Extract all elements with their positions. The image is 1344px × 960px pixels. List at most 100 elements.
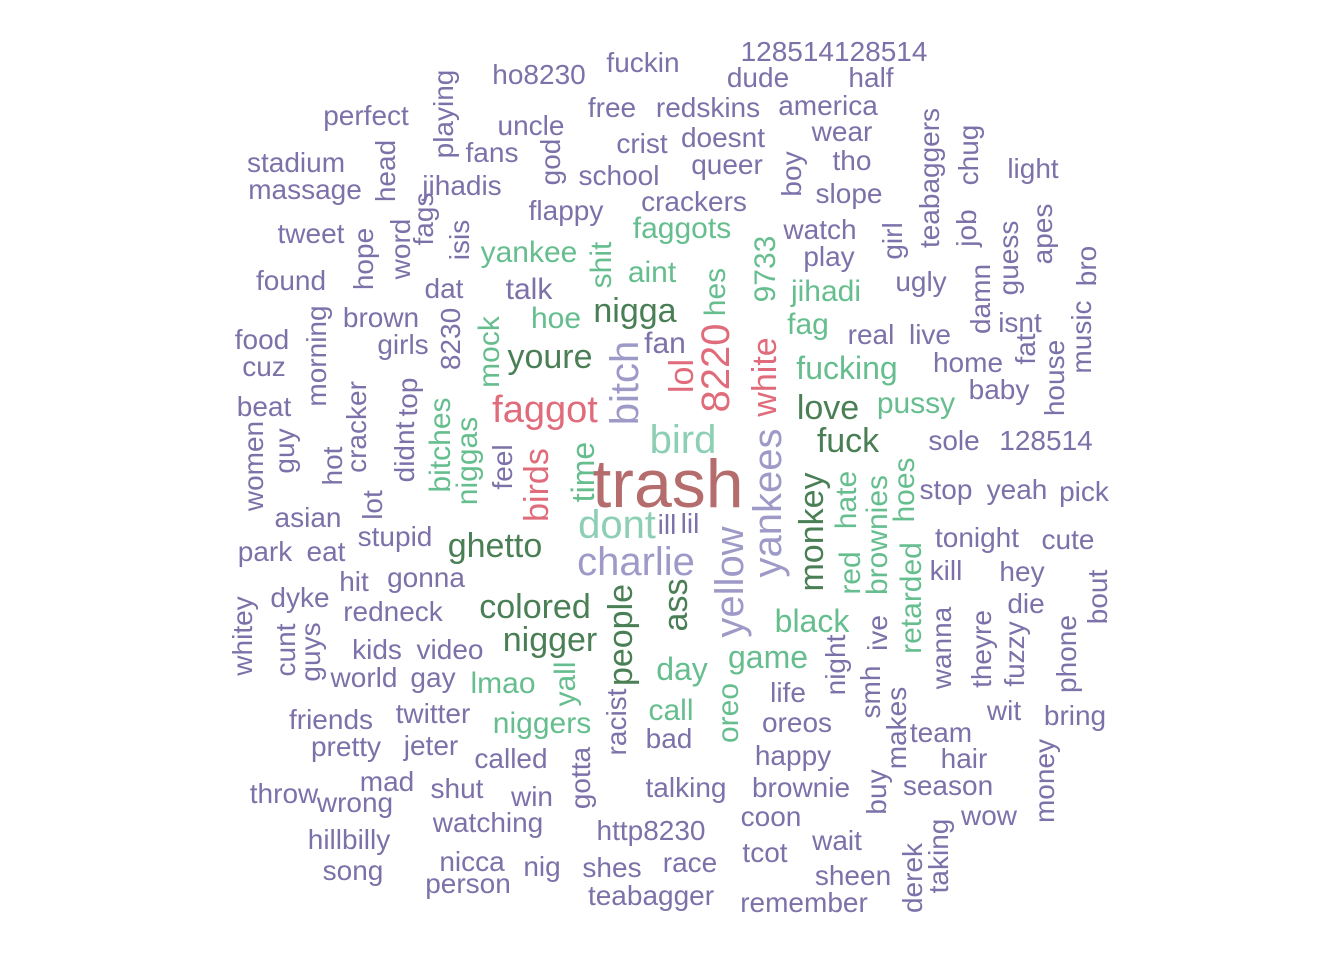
cloud-word: racist bbox=[601, 688, 632, 756]
cloud-word: race bbox=[662, 847, 718, 878]
cloud-word: charlie bbox=[577, 540, 695, 584]
cloud-word: dont bbox=[578, 503, 656, 547]
cloud-word: game bbox=[727, 639, 809, 675]
cloud-word: makes bbox=[881, 686, 912, 770]
cloud-word: redneck bbox=[343, 596, 443, 627]
cloud-word: cuz bbox=[242, 351, 286, 382]
cloud-word: yankees bbox=[746, 428, 790, 578]
cloud-word: fat bbox=[1010, 333, 1041, 365]
cloud-word: stop bbox=[919, 474, 973, 505]
cloud-word: dyke bbox=[270, 582, 330, 613]
cloud-word: time bbox=[565, 441, 601, 503]
cloud-word: throw bbox=[249, 778, 319, 809]
cloud-word: girls bbox=[377, 329, 429, 360]
cloud-word: free bbox=[587, 92, 637, 123]
cloud-word: theyre bbox=[966, 610, 997, 688]
cloud-word: watch bbox=[783, 214, 857, 245]
cloud-word: pick bbox=[1059, 476, 1109, 507]
cloud-word: fan bbox=[644, 327, 686, 360]
cloud-word: tonight bbox=[934, 522, 1020, 553]
cloud-word: isis bbox=[444, 219, 475, 261]
cloud-word: ive bbox=[862, 615, 893, 651]
cloud-word: damn bbox=[965, 263, 996, 335]
cloud-word: 128514128514 bbox=[740, 36, 928, 67]
cloud-word: hoes bbox=[888, 457, 921, 523]
cloud-word: wear bbox=[811, 116, 873, 147]
cloud-word: real bbox=[847, 319, 895, 350]
cloud-word: redskins bbox=[655, 92, 761, 123]
cloud-word: shes bbox=[582, 852, 642, 883]
cloud-word: 9733 bbox=[749, 235, 782, 303]
cloud-word: food bbox=[234, 324, 290, 355]
cloud-word: queer bbox=[691, 149, 763, 180]
cloud-word: nigger bbox=[502, 621, 598, 659]
cloud-word: niggas bbox=[451, 416, 484, 506]
cloud-word: hate bbox=[830, 470, 863, 530]
cloud-word: dude bbox=[726, 62, 790, 93]
cloud-word: eat bbox=[306, 536, 346, 567]
cloud-word: chug bbox=[953, 124, 984, 186]
cloud-word: word bbox=[385, 218, 416, 280]
cloud-word: aint bbox=[627, 256, 677, 289]
cloud-word: hoe bbox=[530, 302, 582, 335]
cloud-word: hillbilly bbox=[307, 824, 391, 855]
cloud-word: crackers bbox=[641, 186, 747, 217]
cloud-word: gotta bbox=[565, 746, 596, 810]
cloud-word: friends bbox=[288, 704, 374, 735]
cloud-word: twitter bbox=[395, 698, 471, 729]
cloud-word: baby bbox=[968, 374, 1030, 405]
cloud-word: park bbox=[237, 536, 293, 567]
cloud-word: bird bbox=[649, 418, 717, 462]
cloud-word: slope bbox=[815, 178, 883, 209]
cloud-word: call bbox=[648, 694, 694, 727]
cloud-word: flappy bbox=[528, 195, 604, 226]
cloud-word: yankee bbox=[480, 236, 578, 269]
cloud-word: ass bbox=[657, 578, 695, 632]
cloud-word: teabaggers bbox=[914, 107, 945, 249]
cloud-word: gonna bbox=[387, 562, 465, 593]
cloud-word: world bbox=[330, 662, 398, 693]
cloud-word: talking bbox=[645, 772, 727, 803]
cloud-word: hey bbox=[999, 556, 1045, 587]
cloud-word: sole bbox=[928, 425, 980, 456]
cloud-word: youre bbox=[507, 338, 593, 376]
cloud-word: wanna bbox=[926, 606, 957, 690]
cloud-word: america bbox=[778, 90, 878, 121]
cloud-word: colored bbox=[479, 588, 591, 626]
cloud-word: remember bbox=[740, 887, 868, 918]
cloud-word: beat bbox=[236, 391, 292, 422]
cloud-word: dat bbox=[424, 273, 464, 304]
cloud-word: night bbox=[820, 634, 851, 696]
cloud-word: jihadi bbox=[790, 275, 862, 308]
cloud-word: live bbox=[908, 319, 952, 350]
cloud-word: cute bbox=[1041, 524, 1095, 555]
cloud-word: job bbox=[951, 209, 982, 247]
cloud-word: found bbox=[255, 265, 327, 296]
cloud-word: watching bbox=[432, 807, 544, 838]
cloud-word: retarded bbox=[895, 542, 928, 654]
cloud-word: stadium bbox=[246, 147, 346, 178]
cloud-word: sheen bbox=[814, 860, 892, 891]
cloud-word: massage bbox=[248, 174, 362, 205]
cloud-word: ill bbox=[657, 509, 677, 540]
cloud-word: http8230 bbox=[596, 815, 706, 846]
cloud-word: brownie bbox=[751, 772, 851, 803]
cloud-word: wait bbox=[812, 825, 862, 856]
cloud-word: feel bbox=[487, 444, 518, 490]
cloud-word: win bbox=[510, 781, 554, 812]
cloud-word: 128514 bbox=[999, 425, 1093, 456]
cloud-word: taking bbox=[923, 818, 954, 894]
cloud-word: lil bbox=[680, 508, 700, 539]
cloud-word: 8230 bbox=[435, 307, 466, 371]
cloud-word: hope bbox=[348, 227, 379, 291]
cloud-word: asian bbox=[274, 502, 342, 533]
cloud-word: brown bbox=[342, 302, 420, 333]
cloud-word: buy bbox=[861, 769, 892, 815]
cloud-word: shut bbox=[430, 773, 484, 804]
cloud-word: kids bbox=[352, 634, 402, 665]
cloud-word: mad bbox=[359, 766, 415, 797]
cloud-word: wow bbox=[960, 800, 1018, 831]
cloud-word: song bbox=[322, 855, 384, 886]
cloud-word: hes bbox=[699, 267, 732, 317]
cloud-word: fucking bbox=[796, 350, 898, 386]
